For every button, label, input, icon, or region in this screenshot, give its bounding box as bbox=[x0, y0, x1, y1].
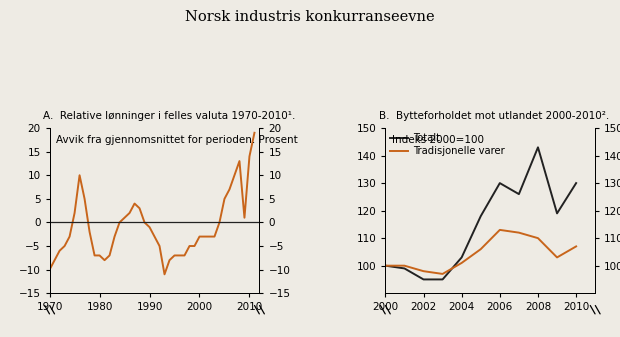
Tradisjonelle varer bbox=[534, 236, 542, 240]
Text: Indeks 2000=100: Indeks 2000=100 bbox=[379, 135, 484, 145]
Tradisjonelle varer bbox=[401, 264, 408, 268]
Totalt bbox=[496, 181, 503, 185]
Text: A.  Relative lønninger i felles valuta 1970-2010¹.: A. Relative lønninger i felles valuta 19… bbox=[43, 111, 296, 121]
Tradisjonelle varer bbox=[477, 247, 484, 251]
Totalt bbox=[553, 211, 560, 215]
Line: Totalt: Totalt bbox=[386, 147, 576, 279]
Totalt bbox=[420, 277, 427, 281]
Tradisjonelle varer bbox=[496, 228, 503, 232]
Totalt bbox=[477, 214, 484, 218]
Totalt bbox=[382, 264, 389, 268]
Totalt bbox=[458, 255, 466, 259]
Tradisjonelle varer bbox=[439, 272, 446, 276]
Totalt bbox=[534, 145, 542, 149]
Tradisjonelle varer bbox=[420, 269, 427, 273]
Line: Tradisjonelle varer: Tradisjonelle varer bbox=[386, 230, 576, 274]
Text: Avvik fra gjennomsnittet for perioden. Prosent: Avvik fra gjennomsnittet for perioden. P… bbox=[43, 135, 298, 145]
Tradisjonelle varer bbox=[553, 255, 560, 259]
Tradisjonelle varer bbox=[458, 261, 466, 265]
Totalt bbox=[572, 181, 580, 185]
Tradisjonelle varer bbox=[515, 231, 523, 235]
Tradisjonelle varer bbox=[382, 264, 389, 268]
Totalt bbox=[401, 266, 408, 270]
Text: Norsk industris konkurranseevne: Norsk industris konkurranseevne bbox=[185, 10, 435, 24]
Tradisjonelle varer bbox=[572, 244, 580, 248]
Text: B.  Bytteforholdet mot utlandet 2000-2010².: B. Bytteforholdet mot utlandet 2000-2010… bbox=[379, 111, 609, 121]
Totalt bbox=[515, 192, 523, 196]
Totalt bbox=[439, 277, 446, 281]
Legend: Totalt, Tradisjonelle varer: Totalt, Tradisjonelle varer bbox=[391, 133, 505, 156]
